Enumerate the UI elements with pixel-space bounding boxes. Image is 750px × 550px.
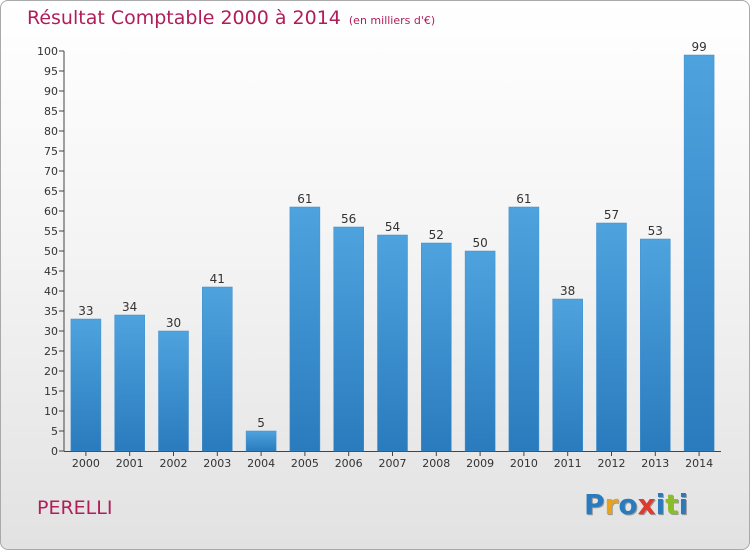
bar-2010 — [508, 206, 540, 452]
x-tick-label-2012: 2012 — [598, 457, 626, 470]
value-label-2009: 50 — [472, 236, 487, 250]
y-tick-label: 95 — [44, 65, 58, 78]
title-text: Résultat Comptable 2000 à 2014 — [27, 7, 341, 29]
value-label-2005: 61 — [297, 192, 312, 206]
x-tick-label-2000: 2000 — [72, 457, 100, 470]
y-tick-label: 85 — [44, 105, 58, 118]
bar-2012 — [596, 222, 627, 452]
y-tick-label: 60 — [44, 205, 58, 218]
y-tick-label: 45 — [44, 265, 58, 278]
logo-letter: r — [604, 488, 619, 521]
bar-2000 — [70, 318, 102, 452]
value-label-2001: 34 — [122, 300, 137, 314]
y-tick-label: 35 — [44, 305, 58, 318]
y-tick-label: 15 — [44, 385, 58, 398]
x-axis: 2000 2001 2002 2003 2004 2005 2006 2007 2008 2009… — [64, 451, 721, 470]
x-tick-label-2001: 2001 — [116, 457, 144, 470]
x-tick-label-2011: 2011 — [554, 457, 582, 470]
value-label-2012: 57 — [604, 208, 619, 222]
x-tick-label-2002: 2002 — [160, 457, 188, 470]
x-tick-label-2014: 2014 — [685, 457, 713, 470]
y-tick-label: 80 — [44, 125, 58, 138]
logo-letter: o — [618, 488, 638, 521]
x-tick-label-2009: 2009 — [466, 457, 494, 470]
x-tick-label-2007: 2007 — [379, 457, 407, 470]
value-label-2004: 5 — [257, 416, 265, 430]
bar-2004 — [245, 430, 277, 452]
bar-2011 — [552, 298, 583, 452]
x-tick-label-2005: 2005 — [291, 457, 319, 470]
unit-label: (en milliers d'€) — [348, 14, 436, 27]
bar-2005 — [289, 206, 321, 452]
y-tick-label: 100 — [37, 45, 58, 58]
y-tick-label: 55 — [44, 225, 58, 238]
x-tick-label-2008: 2008 — [422, 457, 450, 470]
y-tick-label: 70 — [44, 165, 58, 178]
bar-2006 — [333, 226, 364, 452]
y-tick-label: 40 — [44, 285, 58, 298]
x-tick-label-2010: 2010 — [510, 457, 538, 470]
x-tick-label-2004: 2004 — [247, 457, 275, 470]
value-label-2007: 54 — [385, 220, 400, 234]
logo-letter: i — [678, 488, 689, 521]
y-tick-label: 0 — [51, 445, 58, 458]
logo-letter: P — [584, 488, 605, 521]
y-tick-label: 10 — [44, 405, 58, 418]
logo-letter: t — [665, 488, 679, 521]
value-label-2003: 41 — [210, 272, 225, 286]
value-label-2006: 56 — [341, 212, 356, 226]
value-label-2011: 38 — [560, 284, 575, 298]
bar-2008 — [421, 242, 452, 452]
bar-2009 — [464, 250, 496, 452]
chart-title: Résultat Comptable 2000 à 2014 (en millie… — [27, 7, 435, 29]
y-tick-label: 75 — [44, 145, 58, 158]
x-tick-label-2003: 2003 — [203, 457, 231, 470]
bar-2013 — [640, 238, 671, 452]
proxiti-logo[interactable]: Proxiti — [584, 488, 688, 521]
y-tick-label: 65 — [44, 185, 58, 198]
x-tick-label-2006: 2006 — [335, 457, 363, 470]
logo-letter: x — [637, 488, 656, 521]
bar-2002 — [158, 330, 189, 452]
value-label-2002: 30 — [166, 316, 181, 330]
bars: 33 34 30 41 5 61 56 54 52 50 61 38 57 53 99 — [70, 40, 715, 452]
commune-name: PERELLI — [37, 497, 113, 519]
x-tick-label-2013: 2013 — [641, 457, 669, 470]
logo-letter: i — [655, 488, 666, 521]
y-tick-label: 20 — [44, 365, 58, 378]
y-tick-label: 5 — [51, 425, 58, 438]
value-label-2000: 33 — [78, 304, 93, 318]
value-label-2013: 53 — [648, 224, 663, 238]
y-tick-label: 30 — [44, 325, 58, 338]
y-tick-label: 50 — [44, 245, 58, 258]
value-label-2014: 99 — [691, 40, 706, 54]
y-tick-label: 90 — [44, 85, 58, 98]
value-label-2010: 61 — [516, 192, 531, 206]
bar-2007 — [377, 234, 408, 452]
bar-2003 — [202, 286, 233, 452]
y-axis: 0 5 10 15 20 25 30 35 40 45 50 55 60 65 70 75 80 85 90 95 10… — [37, 45, 65, 458]
value-label-2008: 52 — [429, 228, 444, 242]
y-tick-label: 25 — [44, 345, 58, 358]
bar-2014 — [683, 54, 715, 452]
bar-2001 — [114, 314, 145, 452]
